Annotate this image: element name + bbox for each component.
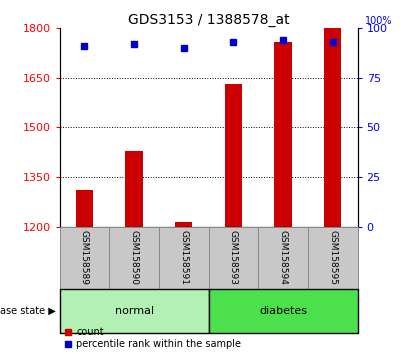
Bar — [60, 227, 109, 289]
Bar — [60, 289, 209, 333]
Text: GSM158590: GSM158590 — [129, 230, 139, 285]
Bar — [258, 227, 308, 289]
Bar — [125, 150, 143, 227]
Legend: count, percentile rank within the sample: count, percentile rank within the sample — [65, 327, 241, 349]
Bar — [308, 227, 358, 289]
Bar — [159, 227, 208, 289]
Title: GDS3153 / 1388578_at: GDS3153 / 1388578_at — [128, 13, 289, 27]
Bar — [275, 41, 292, 227]
Text: normal: normal — [115, 306, 154, 316]
Bar — [208, 289, 358, 333]
Bar — [109, 227, 159, 289]
Text: GSM158594: GSM158594 — [279, 230, 288, 285]
Text: disease state ▶: disease state ▶ — [0, 306, 55, 316]
Text: GSM158589: GSM158589 — [80, 230, 89, 285]
Text: GSM158593: GSM158593 — [229, 230, 238, 285]
Bar — [175, 222, 192, 227]
Text: GSM158595: GSM158595 — [328, 230, 337, 285]
Bar — [76, 190, 93, 227]
Text: diabetes: diabetes — [259, 306, 307, 316]
Text: GSM158591: GSM158591 — [179, 230, 188, 285]
Bar — [324, 28, 342, 227]
Bar — [225, 85, 242, 227]
Text: 100%: 100% — [365, 16, 392, 25]
Bar — [208, 227, 258, 289]
